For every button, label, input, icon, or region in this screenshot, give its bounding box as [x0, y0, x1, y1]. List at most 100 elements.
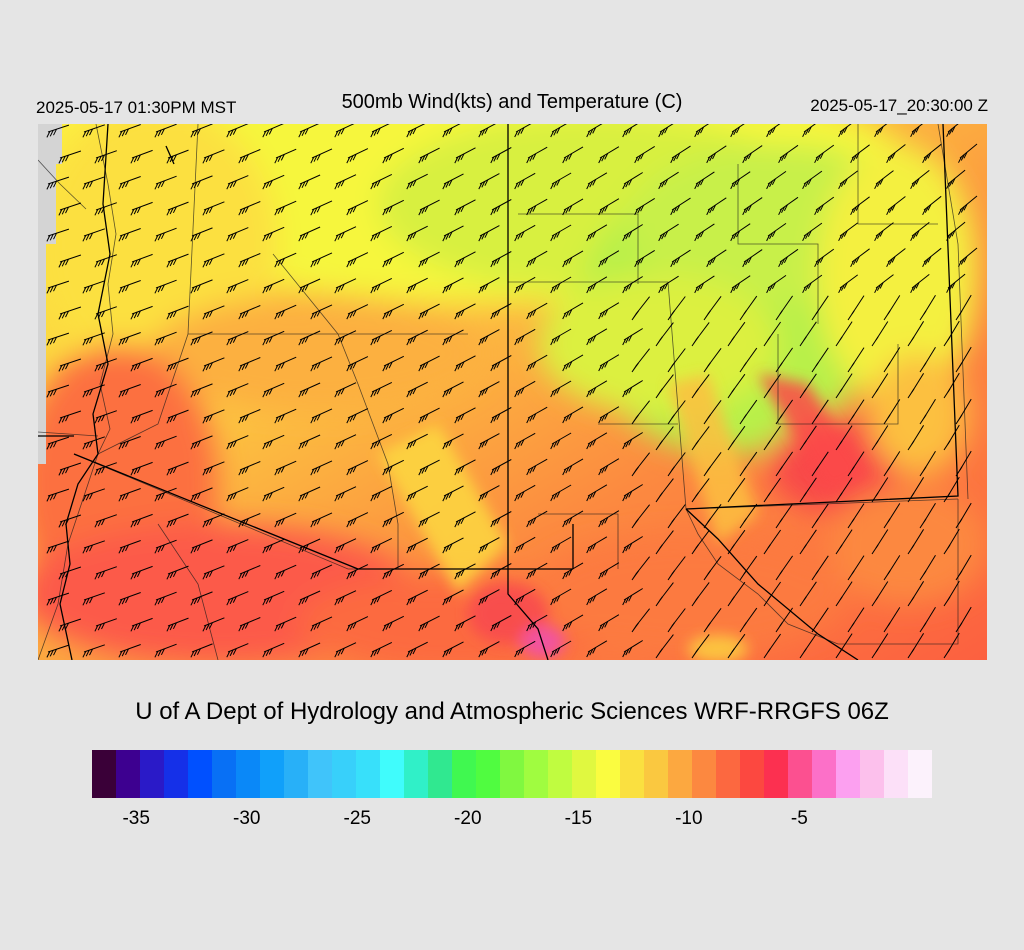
wind-barb-staff	[131, 357, 153, 367]
wind-barb-flag	[65, 310, 69, 318]
wind-barb-flag	[922, 156, 927, 164]
wind-barb-flag	[601, 518, 606, 526]
wind-barb-staff	[527, 406, 548, 419]
wind-barb-staff	[95, 150, 117, 159]
wind-barb-flag	[478, 286, 483, 294]
wind-barb-flag	[121, 285, 126, 293]
wind-barb-flag	[658, 130, 663, 138]
wind-barb-flag	[874, 286, 879, 294]
wind-barb-flag	[421, 155, 426, 162]
wind-barb-flag	[298, 130, 303, 138]
wind-barb-flag	[556, 127, 561, 134]
wind-barb-flag	[406, 598, 411, 606]
wind-barb-staff	[203, 617, 225, 627]
wind-barb-flag	[190, 235, 195, 242]
wind-barb-pennant	[919, 310, 927, 321]
wind-barb-flag	[190, 131, 195, 138]
wind-barb-staff	[623, 224, 643, 237]
wind-barb-flag	[805, 128, 809, 136]
wind-barb-flag	[771, 178, 776, 186]
wind-barb-staff	[527, 510, 548, 523]
wind-barb-staff	[515, 380, 536, 393]
wind-barb-staff	[191, 383, 213, 393]
wind-barb-staff	[455, 147, 476, 159]
wind-barb-flag	[352, 205, 357, 213]
wind-barb-flag	[454, 312, 459, 320]
wind-barb-staff	[455, 563, 476, 575]
wind-barb-staff	[563, 146, 584, 159]
wind-barb-flag	[298, 338, 303, 346]
wind-barb-flag	[876, 180, 881, 187]
wind-barb-flag	[592, 283, 597, 290]
wind-barb-flag	[819, 152, 824, 159]
wind-barb-flag	[586, 390, 591, 398]
wind-barb-staff	[83, 436, 105, 445]
wind-barb-staff	[167, 357, 189, 367]
wind-barb-flag	[529, 415, 534, 422]
wind-barb-flag	[376, 595, 381, 603]
wind-barb-flag	[160, 544, 165, 552]
wind-barb-flag	[337, 285, 342, 292]
wind-barb-flag	[598, 468, 603, 476]
wind-barb-flag	[208, 414, 213, 421]
wind-barb-flag	[529, 259, 534, 266]
wind-barb-staff	[563, 406, 584, 419]
colorbar-swatch	[452, 750, 476, 798]
wind-barb-flag	[310, 208, 315, 216]
wind-barb-flag	[532, 621, 537, 628]
wind-barb-staff	[623, 640, 643, 653]
wind-barb-flag	[157, 441, 162, 449]
wind-barb-flag	[316, 362, 321, 369]
wind-barb-flag	[565, 206, 570, 214]
wind-barb-staff	[851, 144, 870, 159]
wind-barb-flag	[226, 546, 231, 554]
wind-barb-flag	[268, 336, 273, 343]
wind-barb-flag	[385, 571, 390, 578]
wind-barb-flag	[448, 439, 453, 447]
wind-barb-flag	[274, 520, 279, 528]
wind-barb-flag	[244, 466, 249, 473]
wind-barb-flag	[445, 649, 450, 656]
wind-barb-staff	[407, 381, 428, 393]
wind-barb-flag	[490, 208, 495, 216]
wind-barb-flag	[565, 622, 570, 630]
wind-barb-flag	[628, 283, 633, 290]
wind-barb-staff	[383, 251, 405, 263]
wind-barb-flag	[385, 623, 390, 630]
wind-barb-flag	[241, 571, 246, 579]
wind-barb-flag	[313, 155, 318, 162]
wind-barb-staff	[587, 172, 608, 185]
wind-barb-staff	[527, 146, 548, 159]
wind-barb-flag	[118, 651, 123, 658]
wind-barb-staff	[767, 222, 787, 237]
wind-barb-flag	[874, 234, 879, 242]
wind-barb-pennant	[811, 570, 819, 581]
wind-barb-flag	[592, 543, 597, 550]
wind-barb-staff	[95, 410, 117, 419]
wind-barb-flag	[520, 387, 525, 394]
wind-barb-flag	[94, 365, 99, 372]
wind-barb-flag	[382, 572, 387, 580]
wind-barb-flag	[265, 441, 270, 449]
wind-barb-flag	[490, 468, 495, 476]
wind-barb-flag	[445, 129, 450, 136]
wind-barb-flag	[886, 260, 891, 268]
wind-barb-staff	[311, 616, 333, 627]
wind-barb-flag	[562, 156, 567, 164]
wind-barb-flag	[783, 256, 788, 264]
wind-barb-flag	[418, 624, 423, 632]
wind-barb-staff	[335, 226, 357, 237]
colorbar-swatch	[284, 750, 308, 798]
wind-barb-flag	[424, 621, 429, 629]
wind-barb-flag	[205, 571, 210, 579]
wind-barb-pennant	[667, 414, 675, 425]
wind-barb-flag	[550, 650, 555, 658]
wind-barb-staff	[407, 225, 428, 237]
wind-barb-staff	[47, 280, 70, 289]
wind-barb-flag	[454, 520, 459, 528]
wind-barb-staff	[227, 383, 249, 393]
wind-barb-flag	[568, 309, 573, 316]
wind-barb-flag	[352, 413, 357, 421]
wind-barb-flag	[879, 282, 884, 289]
wind-barb-flag	[421, 571, 426, 578]
